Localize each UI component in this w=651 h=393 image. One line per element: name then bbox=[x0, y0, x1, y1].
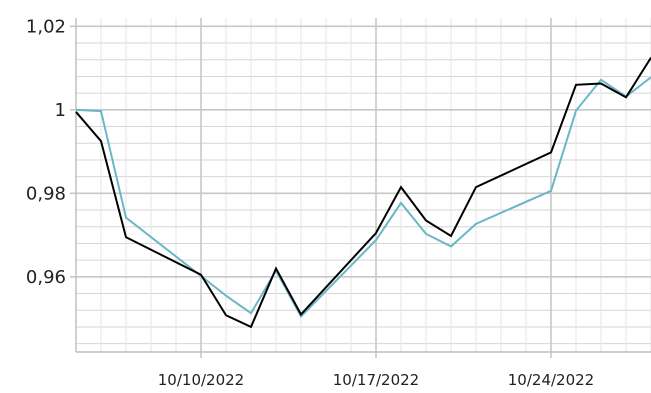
y-tick-label: 1 bbox=[55, 100, 66, 121]
series-line-0 bbox=[75, 57, 651, 329]
y-tick-label: 0,96 bbox=[26, 267, 66, 288]
series-layer bbox=[75, 57, 651, 329]
x-tick-label: 10/10/2022 bbox=[158, 371, 244, 389]
series-line-1 bbox=[75, 76, 651, 319]
tick-labels: 0,96 0,98 1 1,02 10/10/2022 10/17/2022 10/24/2… bbox=[26, 16, 594, 389]
major-gridlines bbox=[70, 18, 651, 358]
y-tick-label: 1,02 bbox=[26, 16, 66, 37]
axes bbox=[75, 18, 651, 353]
x-tick-label: 10/24/2022 bbox=[508, 371, 594, 389]
minor-gridlines bbox=[75, 18, 651, 352]
x-tick-label: 10/17/2022 bbox=[333, 371, 419, 389]
y-tick-label: 0,98 bbox=[26, 183, 66, 204]
